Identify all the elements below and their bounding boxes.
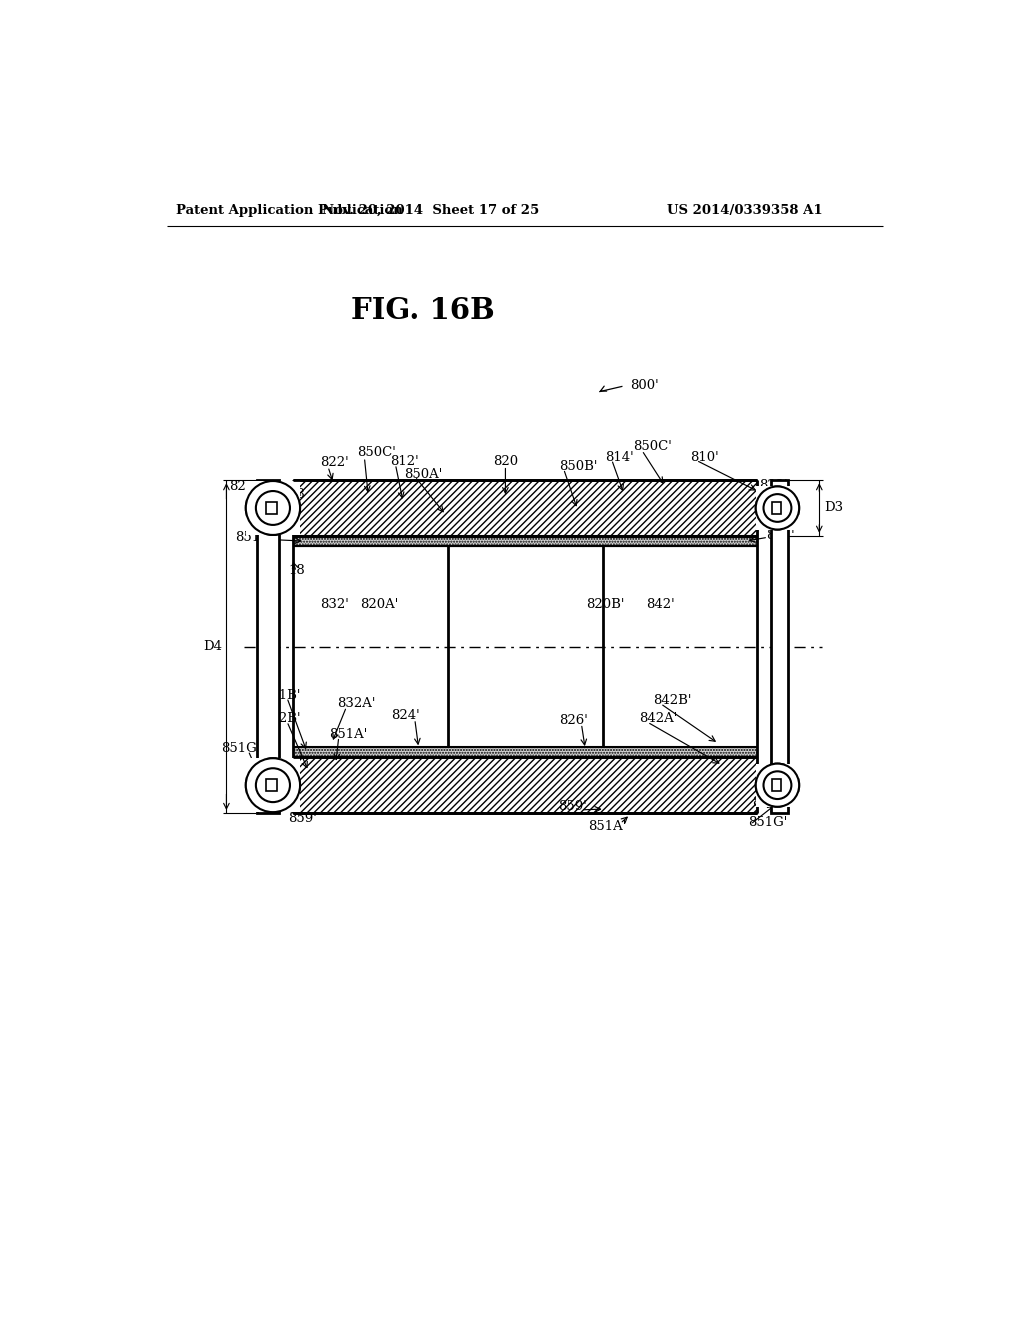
- Text: US 2014/0339358 A1: US 2014/0339358 A1: [667, 205, 822, 218]
- Bar: [293, 536, 758, 546]
- Bar: [266, 779, 276, 792]
- Text: 851B': 851B': [262, 689, 301, 702]
- Text: 826': 826': [559, 714, 588, 727]
- Circle shape: [756, 487, 799, 529]
- Circle shape: [246, 758, 300, 812]
- Text: 812': 812': [390, 454, 419, 467]
- Text: 832A': 832A': [337, 697, 376, 710]
- Bar: [266, 502, 276, 515]
- Text: Patent Application Publication: Patent Application Publication: [176, 205, 402, 218]
- Text: 814': 814': [605, 450, 634, 463]
- Text: 842A': 842A': [640, 713, 678, 726]
- Text: 822R': 822R': [229, 480, 268, 492]
- Text: 810': 810': [690, 450, 719, 463]
- Bar: [293, 480, 758, 536]
- Text: 851A': 851A': [330, 727, 368, 741]
- Circle shape: [764, 771, 792, 799]
- Bar: [246, 758, 300, 812]
- Text: 800': 800': [630, 379, 659, 392]
- Text: 850C': 850C': [356, 446, 395, 459]
- Text: 851G': 851G': [748, 816, 787, 829]
- Circle shape: [756, 763, 799, 807]
- Text: 842': 842': [646, 598, 675, 611]
- Text: 859': 859': [558, 800, 587, 813]
- Text: 18: 18: [289, 487, 305, 500]
- Bar: [260, 483, 276, 810]
- Bar: [772, 502, 781, 515]
- Text: D3: D3: [824, 502, 843, 515]
- Bar: [772, 779, 781, 792]
- Text: 859': 859': [288, 812, 316, 825]
- Text: 18: 18: [289, 564, 305, 577]
- Bar: [293, 758, 758, 813]
- Bar: [771, 480, 788, 813]
- Text: 842B': 842B': [652, 694, 691, 708]
- Bar: [257, 480, 280, 813]
- Text: 850A': 850A': [403, 467, 442, 480]
- Text: 851A': 851A': [588, 820, 626, 833]
- Text: 822': 822': [760, 479, 788, 492]
- Bar: [293, 747, 758, 758]
- Text: 822R': 822R': [752, 796, 791, 809]
- Text: 820A': 820A': [360, 598, 399, 611]
- Text: 851': 851': [234, 531, 264, 544]
- Text: FIG. 16B: FIG. 16B: [350, 297, 495, 325]
- Text: 850C': 850C': [633, 440, 672, 453]
- Bar: [756, 487, 799, 529]
- Text: 850B': 850B': [559, 459, 597, 473]
- Bar: [756, 763, 799, 807]
- Text: 851G': 851G': [221, 742, 260, 755]
- Text: 832B': 832B': [262, 713, 301, 726]
- Circle shape: [764, 494, 792, 521]
- Text: D4: D4: [203, 640, 222, 653]
- Text: Nov. 20, 2014  Sheet 17 of 25: Nov. 20, 2014 Sheet 17 of 25: [322, 205, 539, 218]
- Circle shape: [246, 480, 300, 535]
- Circle shape: [256, 491, 290, 525]
- Text: 851': 851': [767, 529, 796, 543]
- Text: 824': 824': [391, 709, 420, 722]
- Bar: [246, 480, 300, 535]
- Bar: [773, 483, 786, 810]
- Text: B: B: [272, 801, 282, 814]
- Text: 832': 832': [321, 598, 349, 611]
- Text: 820: 820: [493, 454, 518, 467]
- Circle shape: [256, 768, 290, 803]
- Text: 820B': 820B': [586, 598, 625, 611]
- Text: 822': 822': [321, 455, 349, 469]
